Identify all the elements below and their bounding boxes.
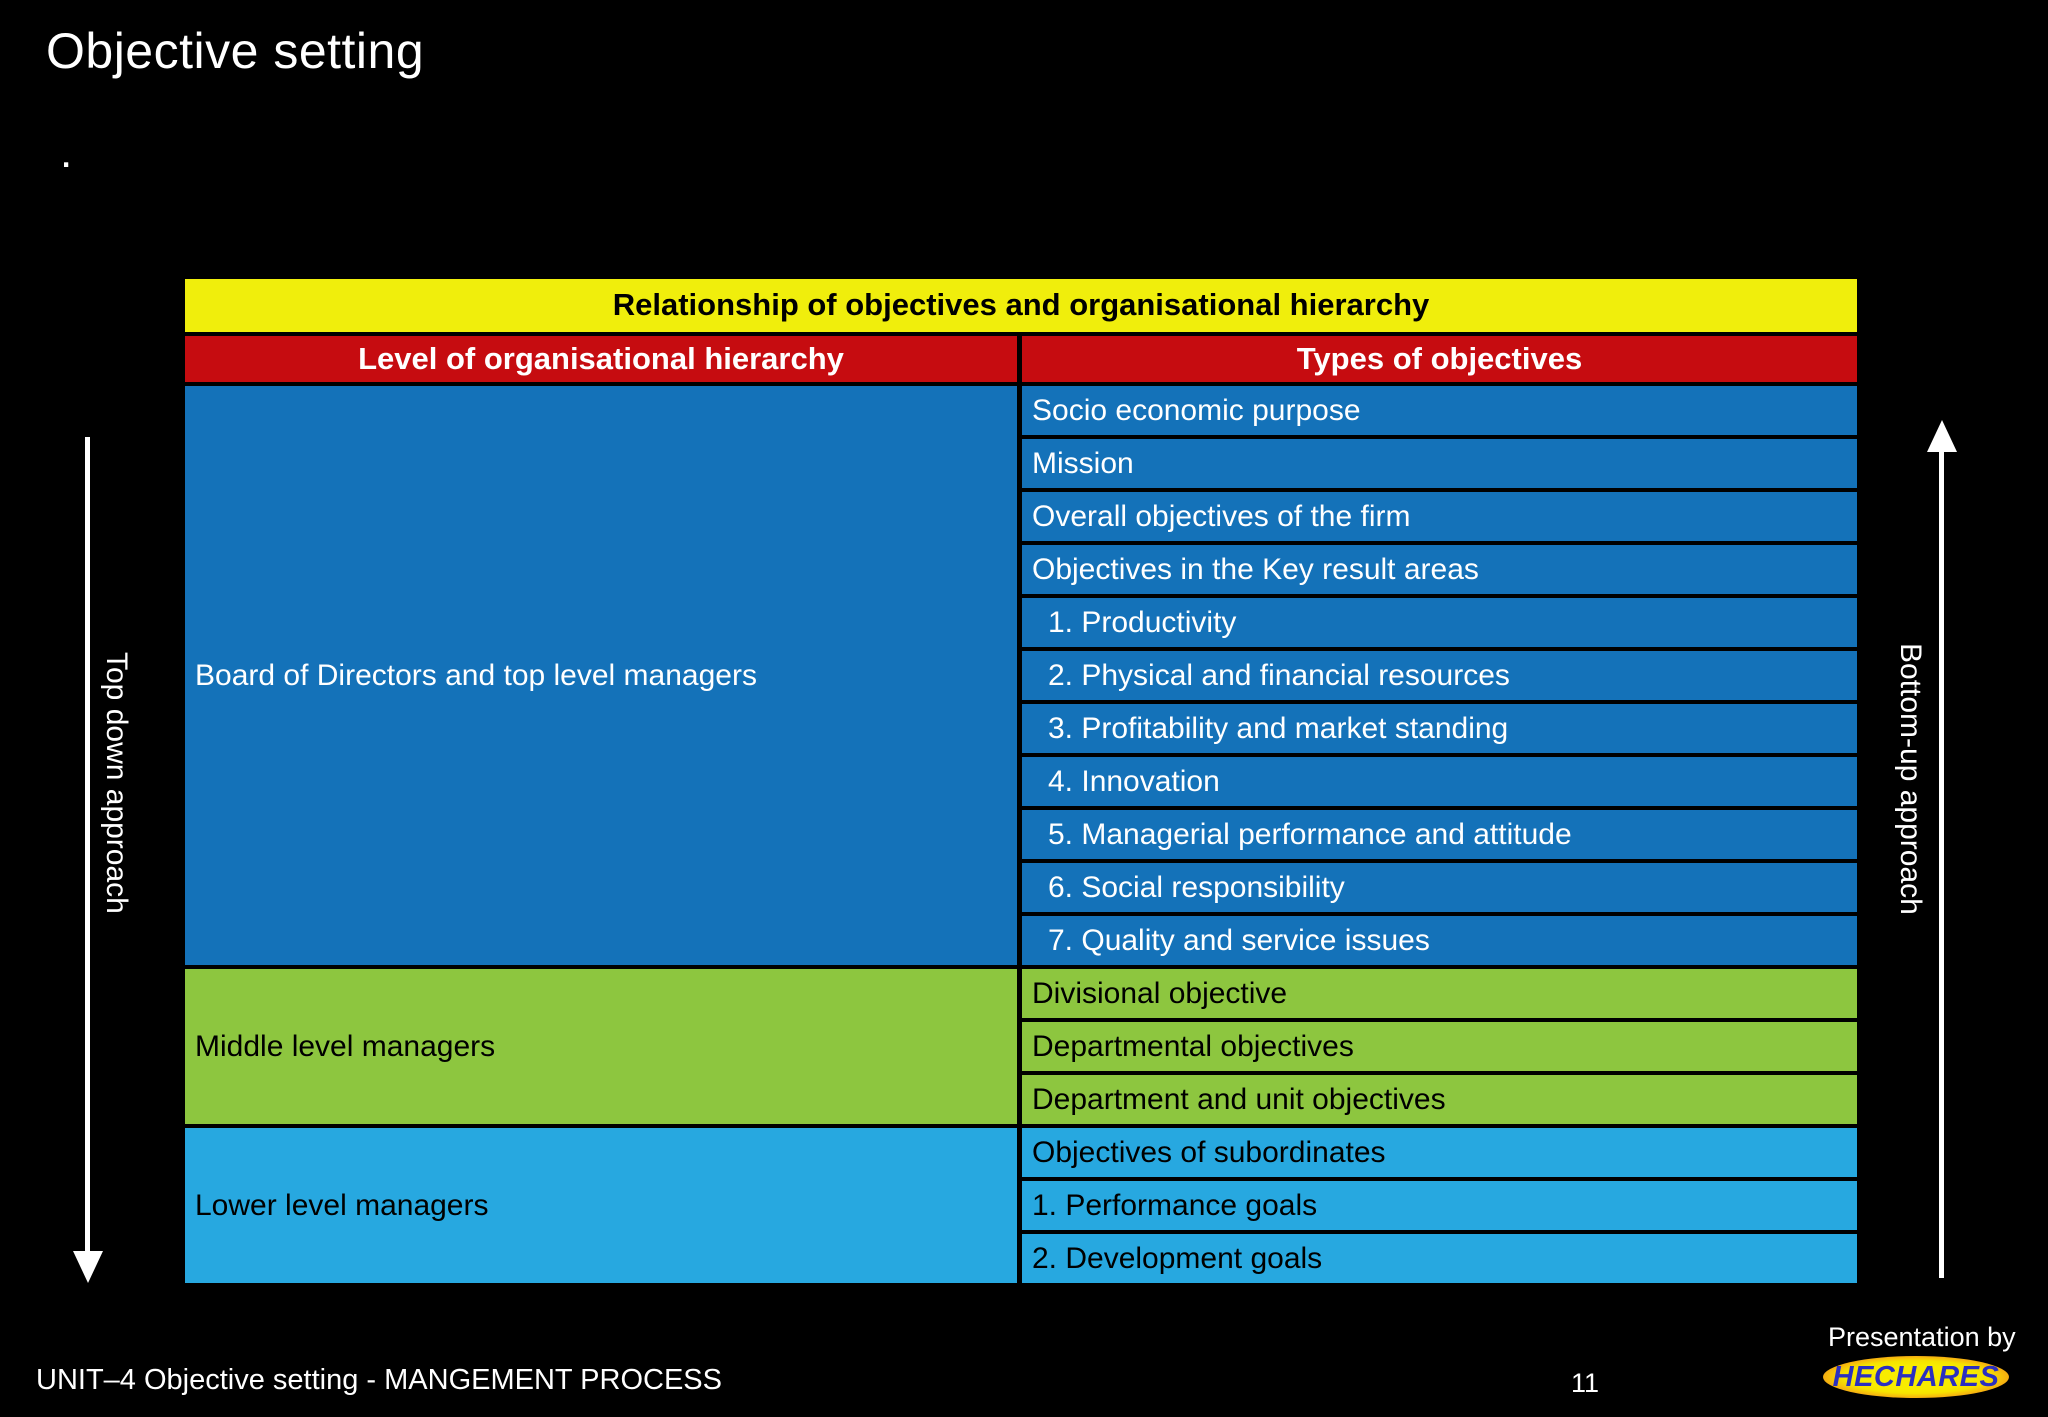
objective-row: 1. Performance goals: [1022, 1181, 1857, 1234]
bottom-up-arrow-line: [1939, 446, 1944, 1278]
table-title: Relationship of objectives and organisat…: [185, 279, 1857, 332]
objective-row: Objectives of subordinates: [1022, 1128, 1857, 1181]
page-number: 11: [1571, 1368, 1600, 1398]
page-title: Objective setting: [46, 23, 425, 79]
objective-row: 7. Quality and service issues: [1022, 916, 1857, 969]
objective-row: 4. Innovation: [1022, 757, 1857, 810]
objective-row: Overall objectives of the firm: [1022, 492, 1857, 545]
footer-text: UNIT–4 Objective setting - MANGEMENT PRO…: [36, 1364, 722, 1396]
level-cell: Lower level managers: [185, 1128, 1017, 1283]
level-cell: Board of Directors and top level manager…: [185, 386, 1017, 969]
presented-by-label: Presentation by: [1828, 1322, 2016, 1352]
objective-row: 6. Social responsibility: [1022, 863, 1857, 916]
objective-row: Objectives in the Key result areas: [1022, 545, 1857, 598]
top-down-arrow-line: [85, 437, 90, 1259]
objective-row: 5. Managerial performance and attitude: [1022, 810, 1857, 863]
hierarchy-table: Relationship of objectives and organisat…: [185, 279, 1857, 1283]
bottom-up-approach-label: Bottom-up approach: [1894, 643, 1927, 915]
table-header-row: Level of organisational hierarchy Types …: [185, 336, 1857, 382]
objective-row: Socio economic purpose: [1022, 386, 1857, 439]
table-body: Board of Directors and top level manager…: [185, 386, 1857, 1283]
objective-row: 1. Productivity: [1022, 598, 1857, 651]
objective-row: Mission: [1022, 439, 1857, 492]
level-column: Board of Directors and top level manager…: [185, 386, 1017, 1283]
bullet-dot: .: [60, 128, 73, 177]
column-header-level: Level of organisational hierarchy: [185, 336, 1017, 382]
top-down-arrow-head-icon: [73, 1251, 103, 1283]
objective-row: 3. Profitability and market standing: [1022, 704, 1857, 757]
top-down-approach-label: Top down approach: [100, 652, 133, 914]
level-cell: Middle level managers: [185, 969, 1017, 1128]
objectives-column: Socio economic purpose Mission Overall obj…: [1022, 386, 1857, 1283]
objective-row: Department and unit objectives: [1022, 1075, 1857, 1128]
column-header-types: Types of objectives: [1022, 336, 1857, 382]
objective-row: Departmental objectives: [1022, 1022, 1857, 1075]
hechares-logo: HECHARES: [1823, 1356, 2009, 1398]
hechares-logo-text: HECHARES: [1832, 1360, 2000, 1393]
objective-row: 2. Development goals: [1022, 1234, 1857, 1283]
objective-row: 2. Physical and financial resources: [1022, 651, 1857, 704]
objective-row: Divisional objective: [1022, 969, 1857, 1022]
